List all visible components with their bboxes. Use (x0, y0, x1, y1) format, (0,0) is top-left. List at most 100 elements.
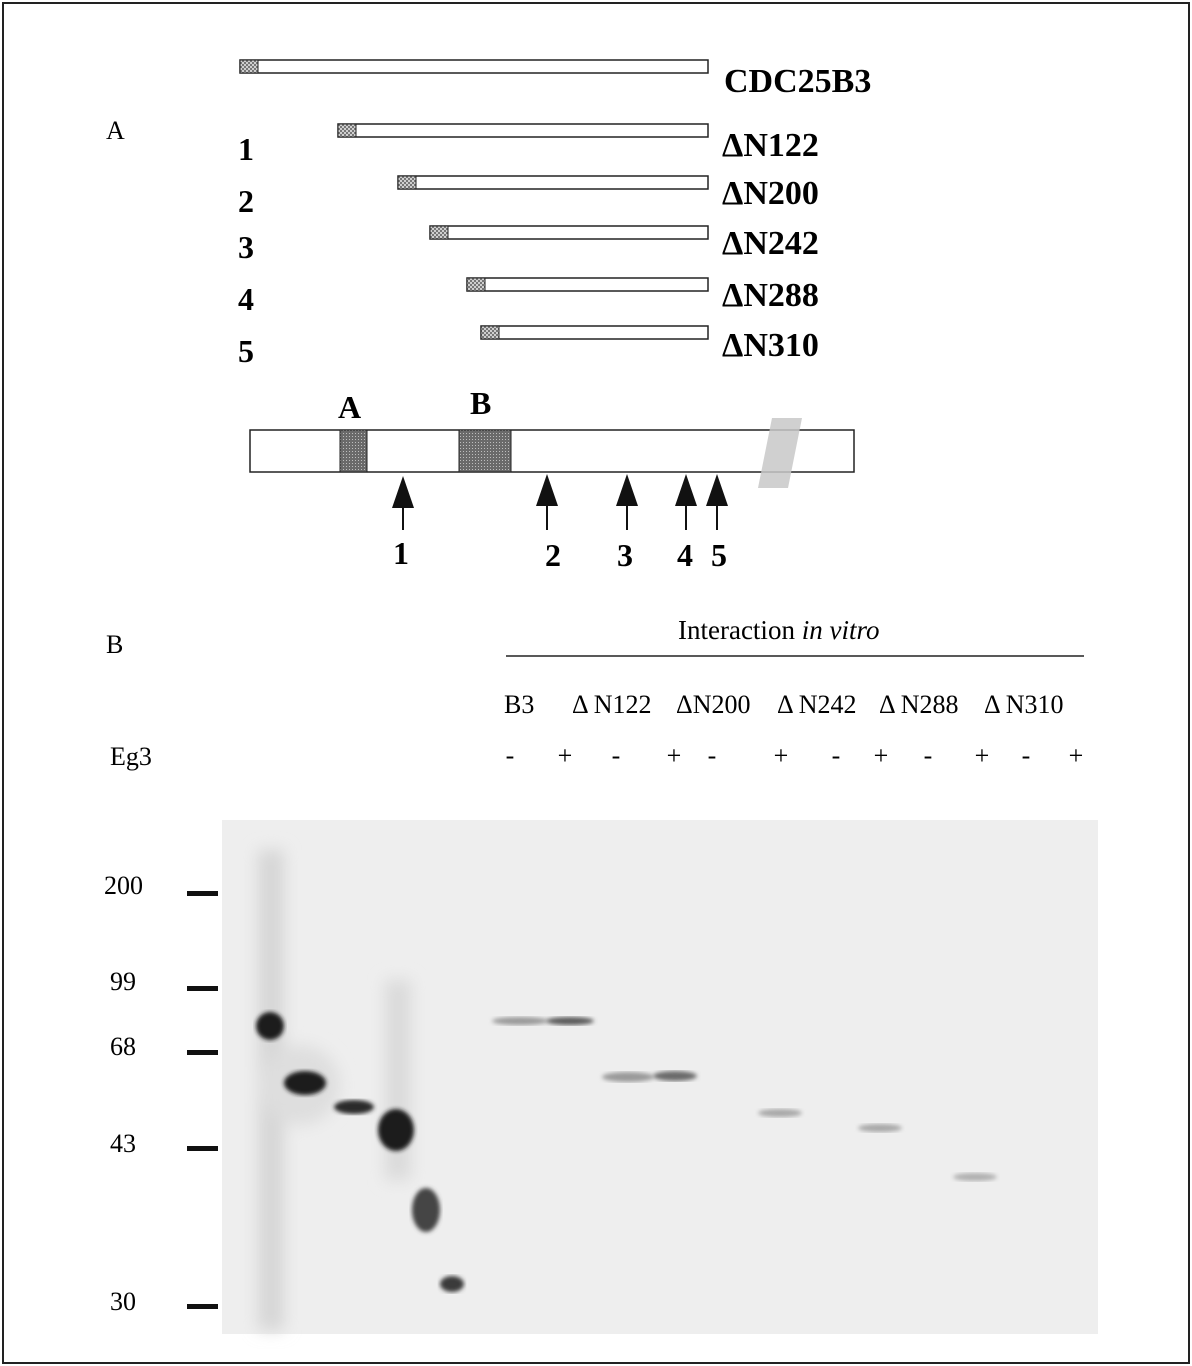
eg3-label: Eg3 (110, 742, 152, 771)
band-input-dn242 (378, 1109, 414, 1151)
marker-tick-200 (187, 891, 218, 896)
construct-cdc25b3: CDC25B3 (239, 59, 871, 100)
band-input-dn200 (334, 1100, 374, 1114)
band-dn122-plus (653, 1071, 697, 1081)
band-dn200-minus (758, 1109, 802, 1117)
eg3-sign: + (774, 741, 789, 770)
arrow-label: 4 (677, 537, 693, 573)
construct-label: ΔN242 (722, 225, 819, 262)
construct-bar (429, 225, 709, 240)
construct-tag (429, 225, 449, 240)
band-input-dn122 (284, 1071, 326, 1095)
pulldown-bands (492, 1017, 997, 1181)
construct-dn200: 2 ΔN200 (238, 175, 819, 219)
construct-number: 4 (238, 281, 254, 317)
eg3-sign: + (1069, 741, 1084, 770)
band-input-dn310 (440, 1276, 464, 1292)
arrow-label: 5 (711, 537, 727, 573)
construct-label: ΔN310 (722, 327, 819, 364)
construct-tag (480, 325, 500, 340)
arrow-3: 3 (616, 474, 638, 573)
construct-dn310: 5 ΔN310 (238, 325, 819, 369)
eg3-sign: - (1022, 741, 1031, 770)
eg3-sign: + (558, 741, 573, 770)
eg3-sign: - (708, 741, 717, 770)
construct-tag (466, 277, 486, 292)
band-dn288-minus (953, 1173, 997, 1181)
eg3-sign: + (975, 741, 990, 770)
domain-b-box (458, 429, 512, 473)
arrow-label: 2 (545, 537, 561, 573)
band-dn122-minus (602, 1072, 654, 1082)
eg3-sign: - (506, 741, 515, 770)
marker-tick-30 (187, 1304, 218, 1309)
band-b3-minus (492, 1017, 548, 1025)
construct-label: CDC25B3 (724, 63, 871, 100)
lane-label-dn288: Δ N288 (879, 690, 959, 719)
gel-image (222, 820, 1098, 1334)
construct-dn288: 4 ΔN288 (238, 277, 819, 317)
construct-dn242: 3 ΔN242 (238, 225, 819, 265)
arrow-label: 3 (617, 537, 633, 573)
lane-label-dn200: ΔN200 (676, 690, 751, 719)
band-b3-plus (546, 1017, 594, 1025)
lane-group-labels: B3 Δ N122 ΔN200 Δ N242 Δ N288 Δ N310 (504, 690, 1064, 719)
deletion-arrows: 1 2 3 4 5 (392, 474, 728, 573)
construct-bar (397, 175, 709, 190)
panel-b-label: B (106, 630, 123, 659)
domain-b-label: B (470, 385, 491, 421)
marker-label-68: 68 (110, 1032, 136, 1061)
construct-bar (239, 59, 709, 74)
construct-number: 5 (238, 333, 254, 369)
marker-label-30: 30 (110, 1287, 136, 1316)
marker-tick-99 (187, 986, 218, 991)
construct-list: CDC25B3 1 ΔN122 2 ΔN200 3 ΔN242 4 ΔN (238, 59, 871, 369)
marker-label-99: 99 (110, 967, 136, 996)
arrow-1: 1 (392, 476, 414, 571)
construct-bar (337, 123, 709, 138)
mw-markers: 200 99 68 43 30 (104, 871, 218, 1316)
arrow-4: 4 (675, 474, 697, 573)
construct-bar (466, 277, 709, 292)
lane-label-dn310: Δ N310 (984, 690, 1064, 719)
construct-number: 2 (238, 183, 254, 219)
interaction-header: Interaction in vitro (678, 615, 879, 645)
band-dn242-minus (858, 1124, 902, 1132)
domain-a-label: A (338, 389, 361, 425)
arrow-5: 5 (706, 474, 728, 573)
construct-label: ΔN200 (722, 175, 819, 212)
arrow-label: 1 (393, 535, 409, 571)
eg3-sign: + (874, 741, 889, 770)
marker-tick-68 (187, 1050, 218, 1055)
panel-a-label: A (106, 116, 125, 145)
construct-label: ΔN122 (722, 127, 819, 164)
eg3-sign: - (924, 741, 933, 770)
band-input-b3 (256, 1012, 284, 1040)
domain-a-box (339, 429, 368, 473)
construct-bar (480, 325, 709, 340)
marker-tick-43 (187, 1146, 218, 1151)
construct-number: 1 (238, 131, 254, 167)
eg3-signs: - + - + - + - + - + - + (506, 741, 1084, 770)
arrow-2: 2 (536, 474, 561, 573)
eg3-sign: - (832, 741, 841, 770)
construct-tag (397, 175, 417, 190)
marker-label-43: 43 (110, 1129, 136, 1158)
construct-label: ΔN288 (722, 277, 819, 314)
marker-label-200: 200 (104, 871, 143, 900)
eg3-sign: - (612, 741, 621, 770)
eg3-sign: + (667, 741, 682, 770)
construct-tag (239, 59, 259, 74)
construct-tag (337, 123, 357, 138)
lane-label-dn122: Δ N122 (572, 690, 652, 719)
input-bands (256, 1012, 464, 1292)
construct-number: 3 (238, 229, 254, 265)
band-input-dn288 (412, 1188, 440, 1232)
lane-label-dn242: Δ N242 (777, 690, 857, 719)
construct-dn122: 1 ΔN122 (238, 123, 819, 167)
catalytic-domain-stripe (758, 418, 802, 488)
domain-diagram: A B (249, 385, 855, 488)
lane-label-b3: B3 (504, 690, 534, 719)
